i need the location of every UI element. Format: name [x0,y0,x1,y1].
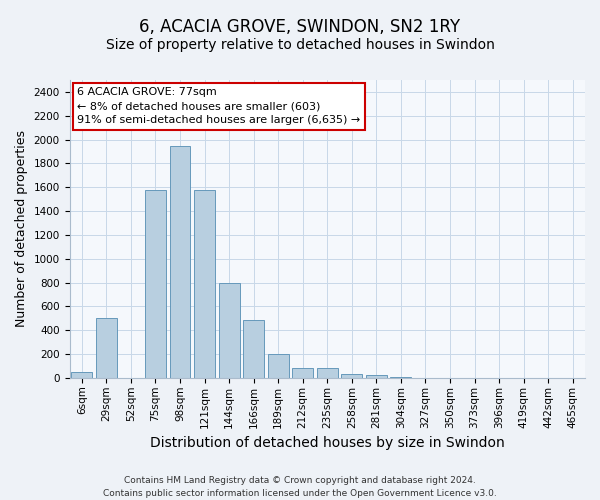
Text: Size of property relative to detached houses in Swindon: Size of property relative to detached ho… [106,38,494,52]
Text: Contains HM Land Registry data © Crown copyright and database right 2024.
Contai: Contains HM Land Registry data © Crown c… [103,476,497,498]
Bar [366,375,387,378]
Bar [292,368,313,378]
Bar [96,318,117,378]
X-axis label: Distribution of detached houses by size in Swindon: Distribution of detached houses by size … [150,436,505,450]
Bar [145,190,166,378]
Text: 6 ACACIA GROVE: 77sqm
← 8% of detached houses are smaller (603)
91% of semi-deta: 6 ACACIA GROVE: 77sqm ← 8% of detached h… [77,88,361,126]
Bar [71,372,92,378]
Bar [170,146,190,378]
Bar [341,374,362,378]
Bar [194,190,215,378]
Bar [317,368,338,378]
Y-axis label: Number of detached properties: Number of detached properties [15,130,28,328]
Text: 6, ACACIA GROVE, SWINDON, SN2 1RY: 6, ACACIA GROVE, SWINDON, SN2 1RY [139,18,461,36]
Bar [268,354,289,378]
Bar [218,282,239,378]
Bar [243,320,264,378]
